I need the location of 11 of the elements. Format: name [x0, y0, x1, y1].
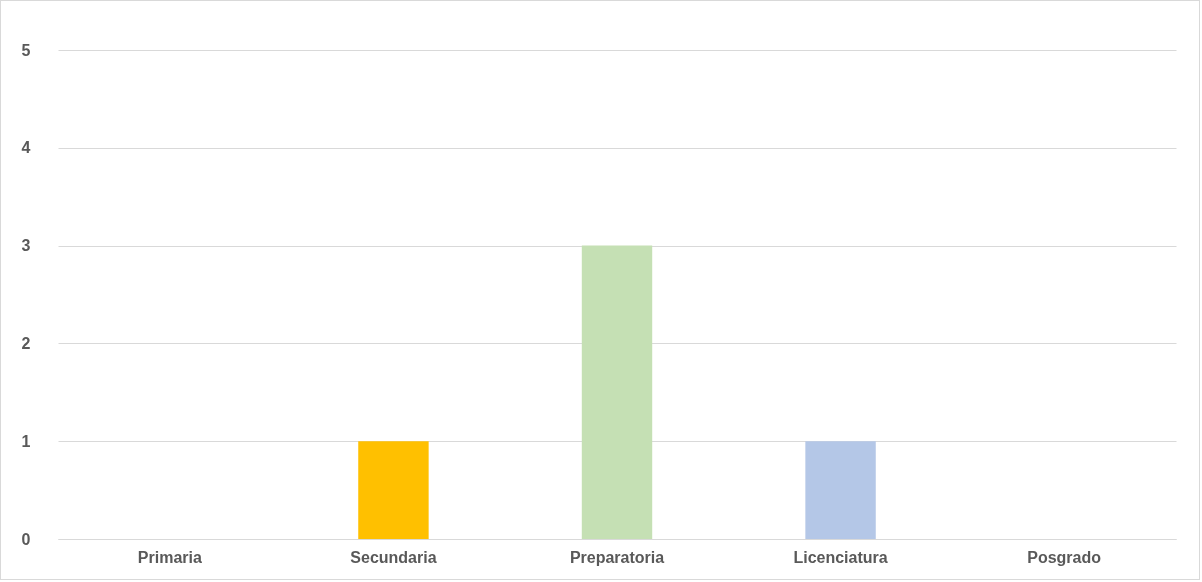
y-tick-label: 2	[21, 334, 31, 352]
y-tick-label: 1	[21, 432, 31, 450]
y-tick-label: 0	[21, 530, 31, 548]
x-tick-label: Preparatoria	[569, 548, 665, 566]
y-tick-label: 4	[21, 139, 31, 157]
y-tick-label: 5	[21, 41, 31, 59]
x-tick-label: Licenciatura	[793, 548, 888, 566]
y-tick-label: 3	[21, 237, 31, 255]
x-tick-label: Secundaria	[350, 548, 437, 566]
x-tick-label: Posgrado	[1027, 548, 1102, 566]
x-tick-label: Primaria	[137, 548, 203, 566]
